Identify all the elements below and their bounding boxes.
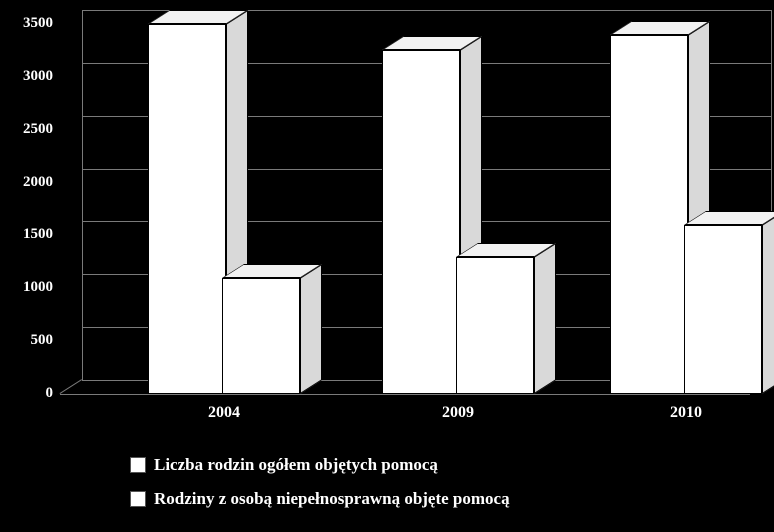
floor-edge [59, 379, 82, 394]
legend-swatch-icon [130, 457, 146, 473]
y-tick-label: 1000 [8, 279, 53, 296]
y-tick-label: 1500 [8, 226, 53, 243]
y-tick-label: 3500 [8, 15, 53, 32]
legend-swatch-icon [130, 491, 146, 507]
x-tick-label: 2004 [148, 404, 300, 422]
chart-root: 0 500 1000 1500 2000 2500 3000 3500 2004 2009 201… [0, 0, 774, 532]
x-tick-label: 2009 [382, 404, 534, 422]
plot-area [60, 10, 772, 394]
legend-item-0: Liczba rodzin ogółem objętych pomocą [130, 455, 510, 475]
y-tick-label: 2000 [8, 174, 53, 191]
legend: Liczba rodzin ogółem objętych pomocą Rod… [130, 455, 510, 523]
legend-item-1: Rodziny z osobą niepełnosprawną objęte p… [130, 489, 510, 509]
y-tick-label: 500 [8, 332, 53, 349]
legend-label-1: Rodziny z osobą niepełnosprawną objęte p… [154, 489, 510, 509]
x-tick-label: 2010 [610, 404, 762, 422]
floor-edge [60, 394, 750, 395]
y-tick-label: 2500 [8, 121, 53, 138]
y-tick-label: 0 [8, 385, 53, 402]
y-tick-label: 3000 [8, 68, 53, 85]
legend-label-0: Liczba rodzin ogółem objętych pomocą [154, 455, 438, 475]
